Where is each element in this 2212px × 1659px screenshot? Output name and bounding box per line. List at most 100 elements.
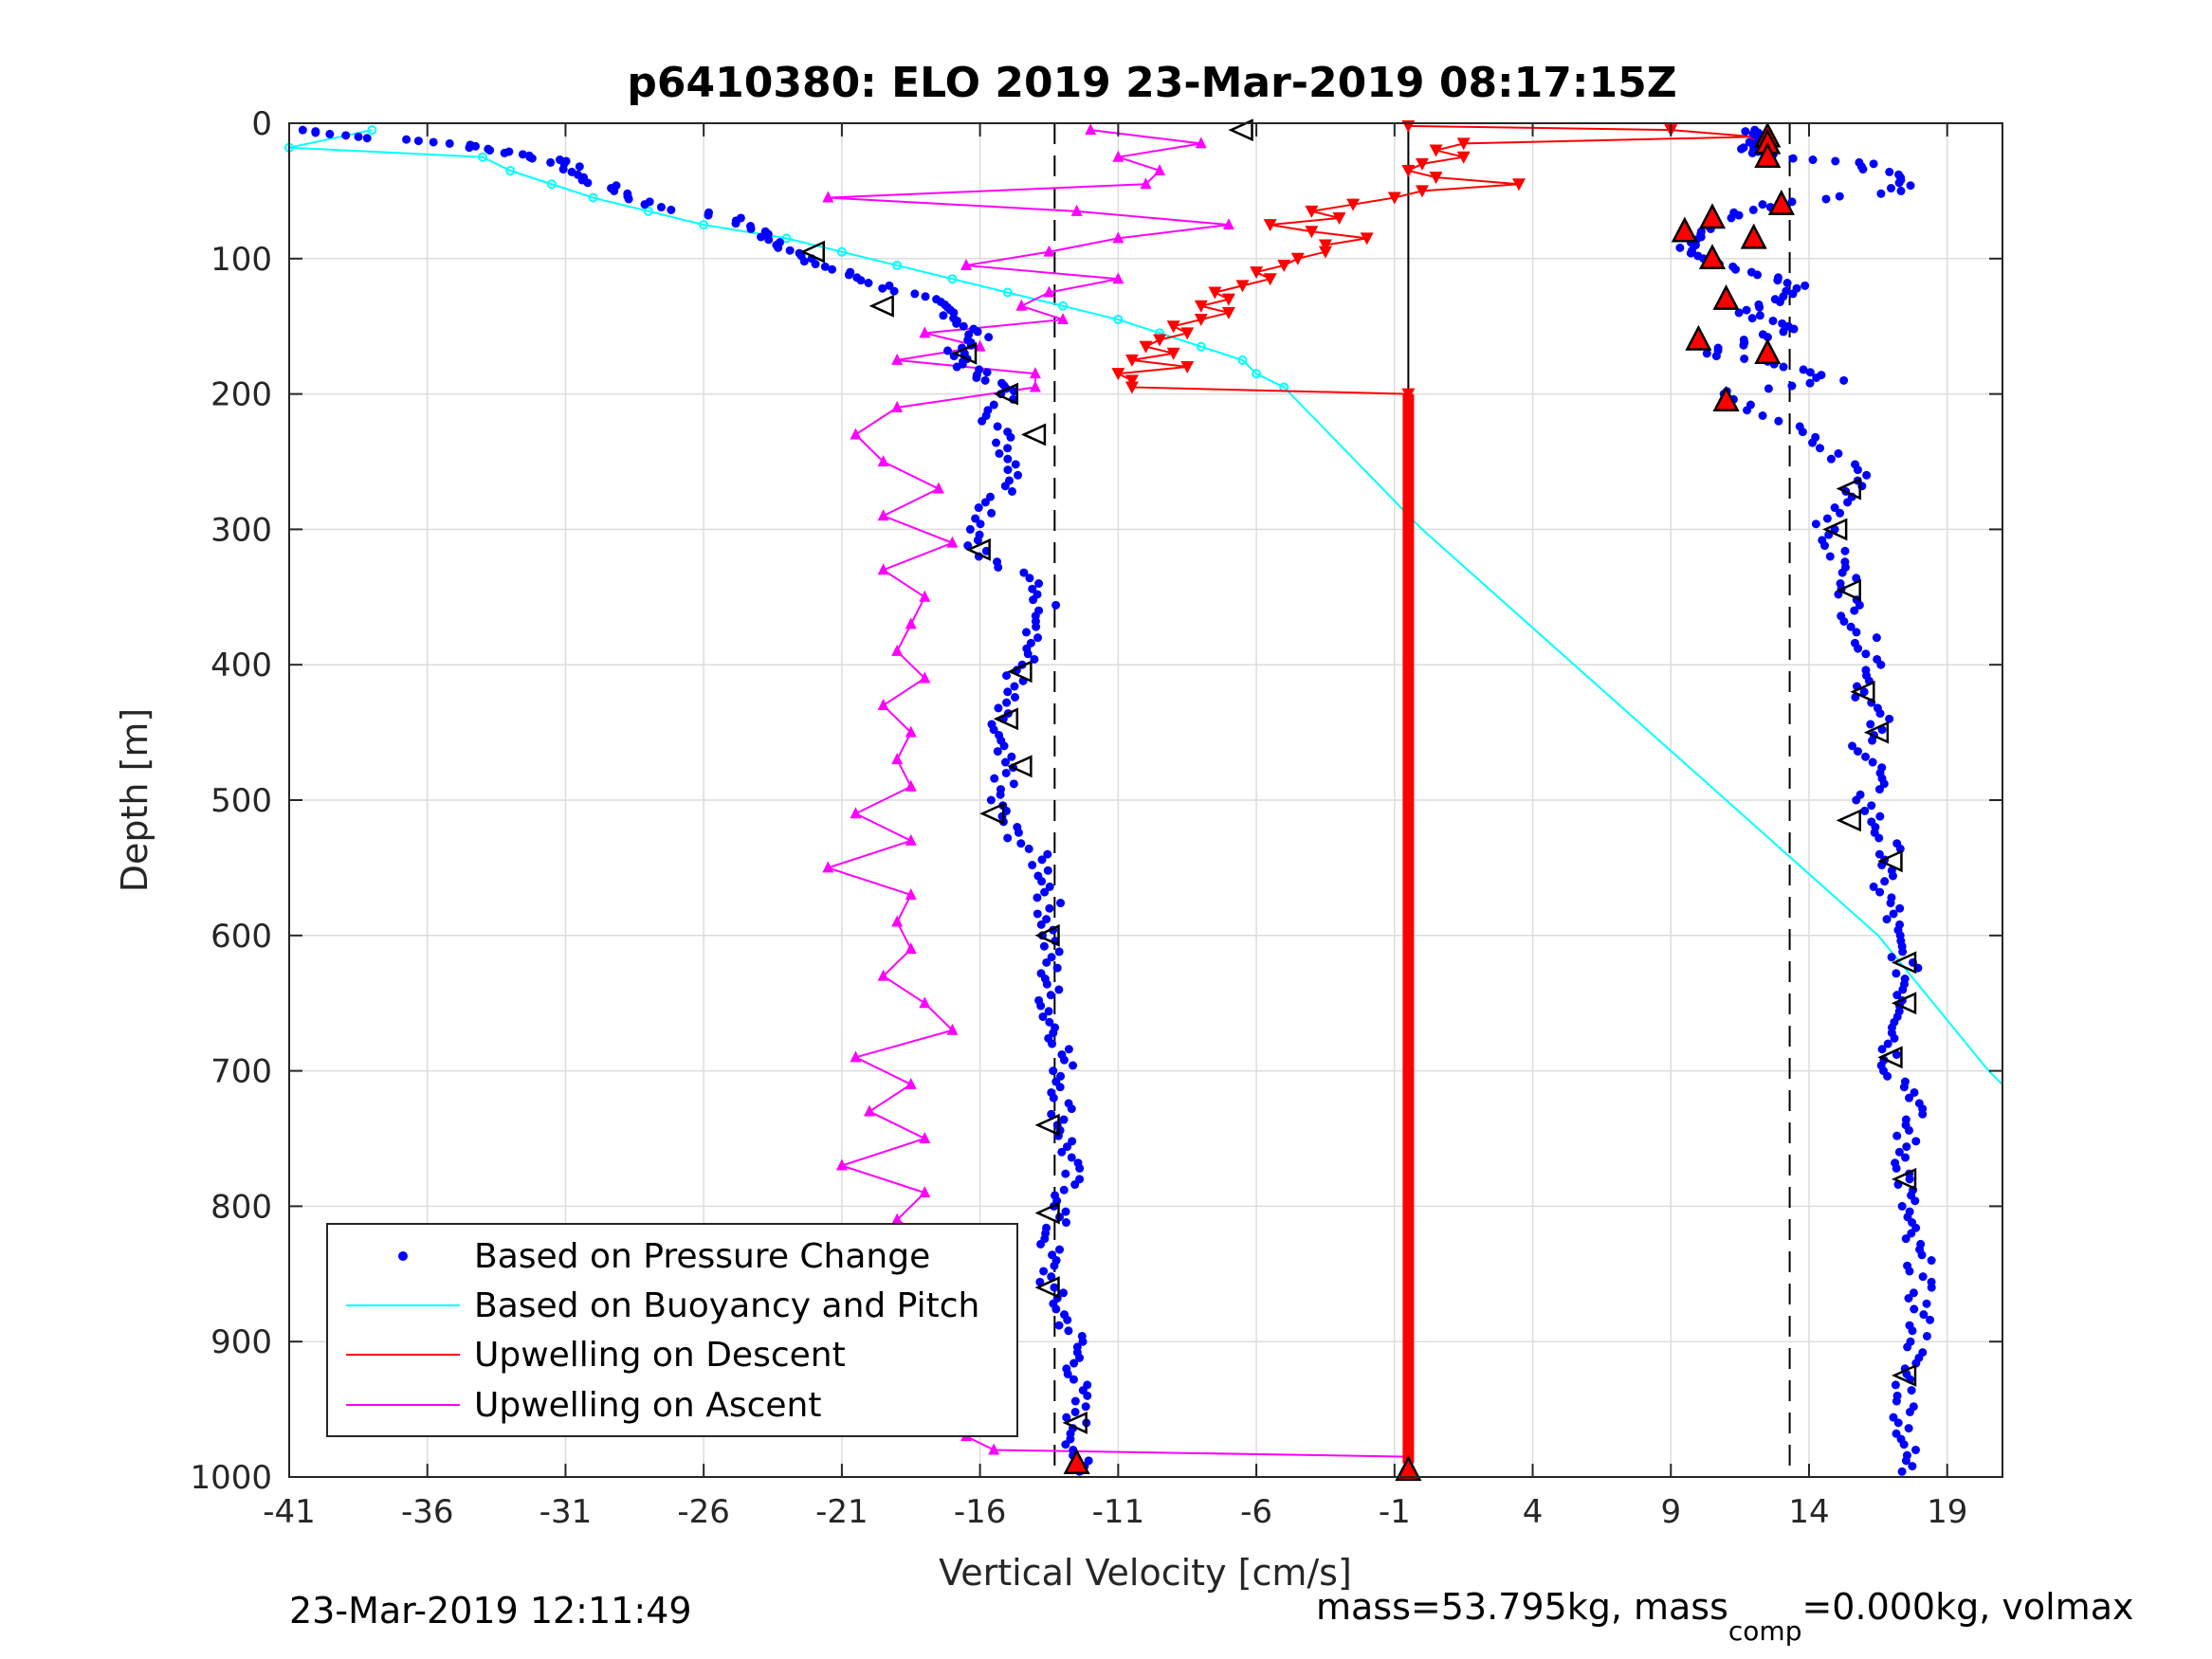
series-ascent-marker: [905, 833, 917, 846]
series-pressure-ascent-point: [1843, 498, 1853, 507]
series-pressure-descent-point: [986, 795, 996, 805]
series-pressure-descent-point: [982, 368, 992, 377]
series-pressure-ascent-point: [1853, 747, 1862, 757]
series-pressure-ascent-point: [1850, 606, 1859, 615]
series-pressure-descent-point: [1036, 920, 1046, 929]
legend: Based on Pressure Change Based on Buoyan…: [326, 1223, 1018, 1437]
series-descent-marker: [1318, 246, 1332, 259]
series-pressure-ascent-point: [1872, 633, 1881, 643]
series-ascent-marker: [1112, 272, 1124, 284]
series-pressure-ascent-point: [1755, 302, 1764, 312]
series-pressure-ascent-point: [1741, 127, 1750, 137]
series-ascent-marker: [905, 617, 917, 629]
series-descent-marker: [1208, 286, 1222, 300]
series-descent-marker: [1263, 273, 1277, 286]
x-tick-label: -26: [677, 1493, 730, 1531]
series-pressure-descent-point: [757, 232, 766, 242]
y-tick-label: 700: [210, 1053, 272, 1091]
series-pressure-descent-point: [1051, 600, 1061, 610]
series-pressure-ascent-point: [1906, 181, 1915, 191]
series-ascent-marker: [1015, 299, 1028, 311]
series-pressure-ascent-point: [1894, 178, 1904, 188]
series-pressure-descent-point: [731, 219, 740, 228]
series-pressure-descent-point: [1069, 1375, 1078, 1384]
series-pressure-ascent-point: [1905, 1093, 1914, 1103]
series-pressure-descent-point: [864, 279, 873, 288]
series-descent-marker: [1429, 144, 1443, 157]
series-ascent-marker: [988, 1443, 1000, 1455]
series-pressure-ascent-point: [1869, 159, 1878, 169]
series-pressure-descent-point: [1003, 687, 1013, 697]
series-pressure-descent-point: [976, 520, 985, 529]
series-pressure-ascent-point: [1747, 148, 1757, 157]
series-pressure-ascent-point: [1739, 340, 1748, 350]
series-descent-marker: [1318, 239, 1332, 252]
red-triangle-marker-bottom: [1395, 1455, 1422, 1482]
series-descent-marker: [1305, 205, 1319, 218]
series-ascent-marker: [905, 1077, 917, 1089]
series-pressure-ascent-point: [1830, 503, 1839, 513]
tick-layer: -41 -36 -31 -26 -21 -16 -11 -6 -1 4 9 14 19 0 100 200 30…: [190, 105, 2002, 1531]
series-pressure-descent-point: [963, 541, 973, 551]
series-pressure-ascent-point: [1821, 194, 1831, 204]
series-pressure-descent-point: [910, 289, 920, 299]
series-ascent-marker: [919, 671, 931, 684]
series-pressure-descent-point: [1061, 1207, 1070, 1216]
series-ascent-marker: [932, 482, 944, 494]
series-pressure-descent-point: [1052, 963, 1062, 973]
series-pressure-descent-point: [1025, 574, 1034, 583]
series-pressure-descent-point: [402, 135, 411, 144]
series-pressure-ascent-point: [1855, 600, 1864, 610]
series-pressure-descent-point: [1033, 909, 1042, 919]
series-pressure-descent-point: [1045, 1017, 1054, 1027]
x-tick-label: -16: [954, 1493, 1007, 1531]
series-pressure-descent-point: [413, 137, 423, 146]
series-pressure-descent-point: [518, 150, 527, 159]
series-pressure-descent-point: [995, 448, 1004, 458]
series-pressure-ascent-point: [1874, 849, 1884, 859]
series-pressure-ascent-point: [1892, 1131, 1902, 1140]
series-pressure-ascent-point: [1812, 373, 1821, 382]
series-descent-marker: [1111, 368, 1125, 381]
series-pressure-descent-point: [959, 321, 968, 331]
red-triangle-marker: [1712, 283, 1740, 310]
series-buoyancy-point: [781, 233, 792, 244]
series-pressure-descent-point: [575, 162, 584, 172]
series-pressure-descent-point: [764, 235, 774, 245]
series-ascent-marker: [905, 887, 917, 900]
series-buoyancy-point: [1113, 315, 1124, 325]
series-pressure-descent-point: [965, 524, 975, 534]
legend-label-descent: Upwelling on Descent: [474, 1336, 846, 1375]
series-ascent-marker: [1085, 123, 1097, 136]
series-pressure-ascent-point: [1859, 687, 1869, 697]
series-ascent-marker: [919, 326, 931, 338]
series-pressure-descent-point: [1028, 584, 1037, 593]
series-pressure-ascent-point: [1868, 757, 1877, 767]
series-descent-marker: [1387, 191, 1401, 205]
series-pressure-descent-point: [999, 741, 1009, 751]
series-pressure-ascent-point: [1875, 709, 1885, 719]
series-pressure-descent-point: [1014, 470, 1023, 480]
series-pressure-ascent-point: [1837, 568, 1847, 577]
series-pressure-ascent-point: [1876, 189, 1886, 198]
series-pressure-ascent-point: [1904, 1125, 1913, 1135]
series-ascent-marker: [919, 590, 931, 602]
series-pressure-ascent-point: [1887, 953, 1896, 962]
series-pressure-descent-point: [1068, 1137, 1077, 1146]
series-pressure-descent-point: [1036, 1239, 1046, 1249]
series-pressure-ascent-point: [1798, 428, 1807, 437]
series-ascent-marker: [919, 1132, 931, 1143]
footer-timestamp: 23-Mar-2019 12:11:49: [289, 1590, 692, 1632]
footer-mass-subscript: comp: [1728, 1615, 1802, 1647]
series-pressure-ascent-point: [1737, 144, 1746, 154]
x-tick-label: 14: [1788, 1493, 1829, 1531]
series-pressure-ascent-point: [1840, 546, 1850, 556]
series-pressure-descent-point: [1051, 1304, 1061, 1314]
series-pressure-descent-point: [980, 375, 990, 385]
series-pressure-descent-point: [667, 205, 676, 214]
series-ascent-marker: [822, 861, 834, 873]
series-pressure-ascent-point: [1894, 1147, 1904, 1157]
series-pressure-descent-point: [1063, 1369, 1072, 1378]
series-ascent-marker: [1029, 380, 1041, 392]
red-triangle-marker: [1740, 223, 1767, 249]
